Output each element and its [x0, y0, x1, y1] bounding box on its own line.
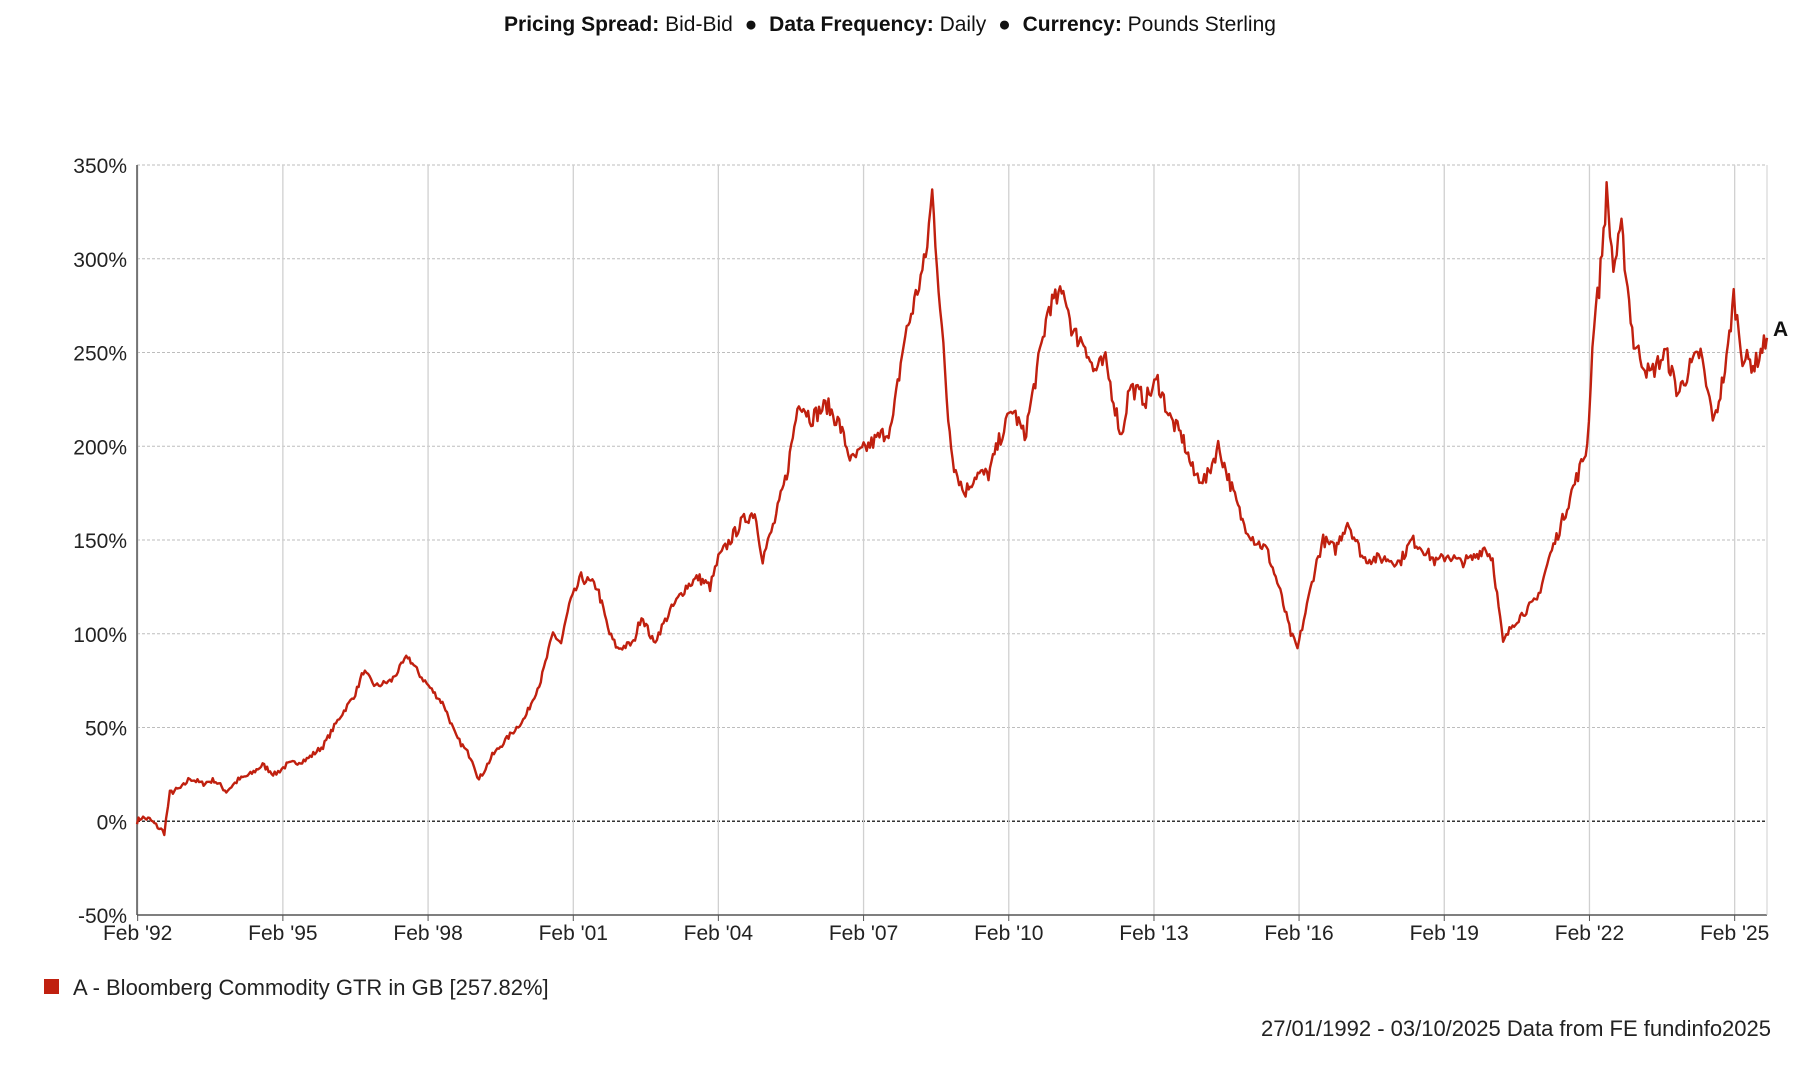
legend-label: A - Bloomberg Commodity GTR in GB [257.8…: [73, 975, 549, 1000]
pricing-spread-value: Bid-Bid: [665, 13, 733, 36]
x-tick-label: Feb '22: [1555, 922, 1624, 945]
y-tick-label: 300%: [73, 249, 127, 272]
y-tick-label: 200%: [73, 436, 127, 459]
x-tick-label: Feb '98: [393, 922, 462, 945]
series-end-label: A: [1773, 318, 1788, 341]
x-tick-label: Feb '16: [1264, 922, 1333, 945]
pricing-spread-label: Pricing Spread:: [504, 13, 660, 36]
x-tick-label: Feb '92: [103, 922, 172, 945]
data-frequency-value: Daily: [939, 13, 987, 36]
gridlines: [137, 164, 1767, 915]
x-tick-label: Feb '13: [1119, 922, 1188, 945]
tick-labels: 350% 300% 250% 200% 150% 100% 50% 0% -50%Feb '92…: [73, 155, 1788, 945]
y-tick-label: 100%: [73, 624, 127, 647]
x-tick-label: Feb '10: [974, 922, 1043, 945]
x-tick-label: Feb '04: [684, 922, 754, 945]
x-tick-label: Feb '95: [248, 922, 317, 945]
legend-swatch: [44, 979, 59, 994]
y-tick-label: 50%: [85, 718, 127, 741]
x-tick-label: Feb '01: [539, 922, 608, 945]
data-frequency-label: Data Frequency:: [769, 13, 934, 36]
chart-axes: [136, 165, 1768, 921]
currency-value: Pounds Sterling: [1127, 13, 1276, 36]
x-tick-label: Feb '07: [829, 922, 898, 945]
chart-legend: A - Bloomberg Commodity GTR in GB [257.8…: [44, 975, 549, 1001]
series-layer: [135, 181, 1769, 837]
currency-label: Currency:: [1022, 13, 1122, 36]
y-tick-label: -50%: [78, 905, 127, 928]
x-tick-label: Feb '25: [1700, 922, 1769, 945]
y-tick-label: 0%: [97, 811, 127, 834]
x-tick-label: Feb '19: [1410, 922, 1479, 945]
y-tick-label: 250%: [73, 343, 127, 366]
header-separator: ●: [744, 13, 758, 36]
series-line-a: [135, 181, 1769, 837]
y-tick-label: 350%: [73, 155, 127, 178]
header-separator: ●: [998, 13, 1011, 36]
date-range-source-note: 27/01/1992 - 03/10/2025 Data from FE fun…: [1260, 1016, 1771, 1041]
chart-header: Pricing Spread: Bid-Bid ● Data Frequency…: [0, 12, 1780, 38]
y-tick-label: 150%: [73, 530, 127, 553]
